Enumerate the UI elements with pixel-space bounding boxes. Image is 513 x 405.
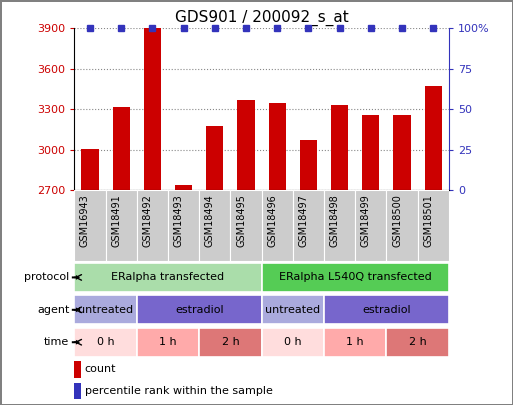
Bar [262, 295, 324, 324]
Bar [144, 28, 161, 190]
Bar [230, 190, 262, 261]
Text: agent: agent [37, 305, 69, 315]
Text: 0 h: 0 h [284, 337, 302, 347]
Bar [418, 190, 449, 261]
Bar [386, 328, 449, 357]
Bar [199, 328, 262, 357]
Bar [355, 190, 386, 261]
Bar [137, 295, 262, 324]
Text: count: count [85, 364, 116, 375]
Bar [362, 115, 380, 190]
Bar [74, 295, 137, 324]
Bar [262, 190, 293, 261]
Bar [74, 263, 262, 292]
Text: GSM18501: GSM18501 [423, 194, 433, 247]
Text: GSM18492: GSM18492 [143, 194, 152, 247]
Bar [425, 86, 442, 190]
Text: GSM18500: GSM18500 [392, 194, 402, 247]
Text: estradiol: estradiol [362, 305, 411, 315]
Text: GSM18497: GSM18497 [299, 194, 308, 247]
Bar [324, 295, 449, 324]
Text: GSM18493: GSM18493 [173, 194, 184, 247]
Bar [168, 190, 199, 261]
Text: 2 h: 2 h [222, 337, 239, 347]
Bar [238, 100, 254, 190]
Bar [262, 328, 324, 357]
Bar [324, 328, 386, 357]
Bar [293, 190, 324, 261]
Text: estradiol: estradiol [175, 305, 224, 315]
Text: untreated: untreated [265, 305, 321, 315]
Text: GSM18494: GSM18494 [205, 194, 215, 247]
Bar [137, 190, 168, 261]
Title: GDS901 / 200092_s_at: GDS901 / 200092_s_at [175, 9, 348, 26]
Text: 0 h: 0 h [97, 337, 114, 347]
Bar [74, 190, 106, 261]
Bar [386, 190, 418, 261]
Text: GSM18491: GSM18491 [111, 194, 121, 247]
Bar [175, 185, 192, 190]
Bar [199, 190, 230, 261]
Text: protocol: protocol [24, 273, 69, 282]
Text: percentile rank within the sample: percentile rank within the sample [85, 386, 273, 396]
Text: GSM18499: GSM18499 [361, 194, 371, 247]
Text: ERalpha transfected: ERalpha transfected [111, 273, 225, 282]
Bar [269, 102, 286, 190]
Bar [262, 263, 449, 292]
Text: GSM18496: GSM18496 [267, 194, 277, 247]
Bar [74, 361, 81, 377]
Text: GSM18495: GSM18495 [236, 194, 246, 247]
Bar [393, 115, 410, 190]
Bar [331, 105, 348, 190]
Text: 2 h: 2 h [409, 337, 426, 347]
Bar [113, 107, 130, 190]
Bar [74, 328, 137, 357]
Bar [206, 126, 223, 190]
Bar [324, 190, 355, 261]
Text: GSM16943: GSM16943 [80, 194, 90, 247]
Text: 1 h: 1 h [346, 337, 364, 347]
Text: time: time [44, 337, 69, 347]
Bar [137, 328, 199, 357]
Text: ERalpha L540Q transfected: ERalpha L540Q transfected [279, 273, 431, 282]
Bar [300, 141, 317, 190]
Bar [74, 383, 81, 399]
Text: 1 h: 1 h [159, 337, 177, 347]
Bar [106, 190, 137, 261]
Text: GSM18498: GSM18498 [330, 194, 340, 247]
Text: untreated: untreated [78, 305, 133, 315]
Bar [82, 149, 98, 190]
